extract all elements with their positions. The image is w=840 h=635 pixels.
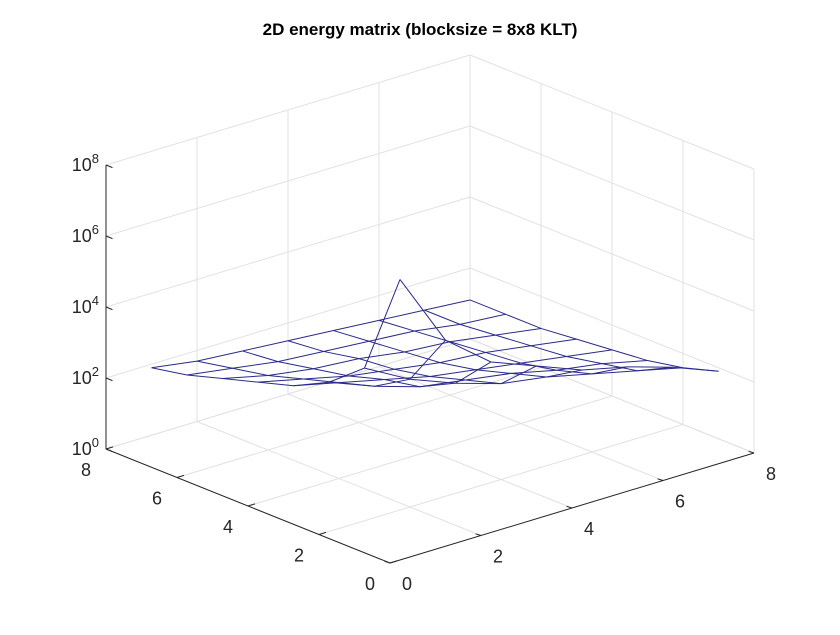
y-tick-label: 0	[365, 574, 375, 594]
wall-grid-xz-h	[105, 125, 471, 237]
x-tick-label: 8	[766, 464, 776, 484]
mesh-line-col	[424, 309, 674, 372]
z-tick-exponent: 4	[92, 293, 99, 308]
z-tick-exponent: 0	[92, 435, 99, 450]
mesh-line-row	[257, 338, 577, 383]
y-tick-mark	[318, 531, 327, 535]
x-tick-label: 6	[675, 492, 685, 512]
y-tick-mark	[105, 446, 114, 450]
wall-grid-yz-h	[469, 54, 755, 170]
z-tick-label: 106	[72, 222, 99, 246]
x-tick-mark	[566, 505, 573, 509]
x-tick-mark	[657, 478, 664, 481]
axes	[105, 164, 755, 564]
x-tick-label: 2	[493, 547, 503, 567]
z-tick-mark	[105, 448, 113, 453]
z-tick-base: 10	[72, 297, 92, 317]
z-tick-exponent: 8	[92, 151, 99, 166]
z-tick-base: 10	[72, 368, 92, 388]
z-tick-base: 10	[72, 226, 92, 246]
y-tick-mark	[247, 503, 256, 507]
x-tick-mark	[475, 533, 482, 536]
mesh-line-col	[151, 279, 401, 387]
y-tick-label: 6	[152, 489, 162, 509]
z-tick-label: 104	[72, 293, 99, 317]
x-tick-label: 0	[402, 574, 412, 594]
wall-grid-xz-h	[105, 267, 471, 379]
floor-grid-y	[176, 367, 542, 478]
z-tick-exponent: 6	[92, 222, 99, 237]
z-tick-base: 10	[72, 155, 92, 175]
mesh-line-col	[287, 340, 537, 385]
z-tick-label: 102	[72, 364, 99, 388]
wall-grid-xz-h	[105, 196, 471, 308]
mesh-line-row	[293, 349, 613, 387]
mesh-line-col	[469, 299, 719, 372]
grid-lines	[105, 54, 755, 564]
wall-grid-xz-h	[105, 54, 471, 166]
z-tick-mark	[105, 235, 113, 240]
z-tick-label: 108	[72, 151, 99, 175]
wall-grid-yz-h	[469, 196, 755, 312]
z-tick-exponent: 2	[92, 364, 99, 379]
mesh-line-col	[378, 319, 628, 375]
y-tick-label: 2	[294, 546, 304, 566]
mesh-line-row	[151, 299, 471, 369]
wall-grid-xz-h	[105, 338, 471, 450]
mesh-line-row	[399, 279, 719, 372]
y-tick-label: 8	[81, 460, 91, 480]
mesh-line-col	[242, 350, 492, 388]
y-tick-mark	[389, 560, 398, 564]
mesh-line-row	[222, 327, 542, 380]
z-tick-mark	[105, 377, 113, 382]
x-tick-mark	[384, 560, 391, 564]
mesh-line-row	[328, 360, 648, 388]
wall-grid-yz-h	[469, 267, 755, 383]
floor-grid-x	[378, 366, 664, 481]
chart-title: 2D energy matrix (blocksize = 8x8 KLT)	[262, 20, 578, 39]
wall-grid-yz-h	[469, 125, 755, 241]
z-tick-label: 100	[72, 435, 99, 459]
wall-grid-yz-h	[469, 338, 755, 454]
z-tick-base: 10	[72, 439, 92, 459]
x-tick-label: 4	[584, 519, 594, 539]
surface-mesh	[151, 279, 719, 388]
mesh-line-row	[364, 367, 684, 385]
mesh-line-col	[333, 330, 583, 378]
z-tick-mark	[105, 306, 113, 311]
z-tick-mark	[105, 164, 113, 169]
x-tick-mark	[748, 450, 755, 454]
y-tick-label: 4	[223, 517, 233, 537]
y-tick-mark	[176, 474, 185, 478]
mesh-line-col	[196, 339, 446, 387]
mesh-line-row	[186, 313, 506, 376]
floor-grid-y	[247, 395, 613, 507]
